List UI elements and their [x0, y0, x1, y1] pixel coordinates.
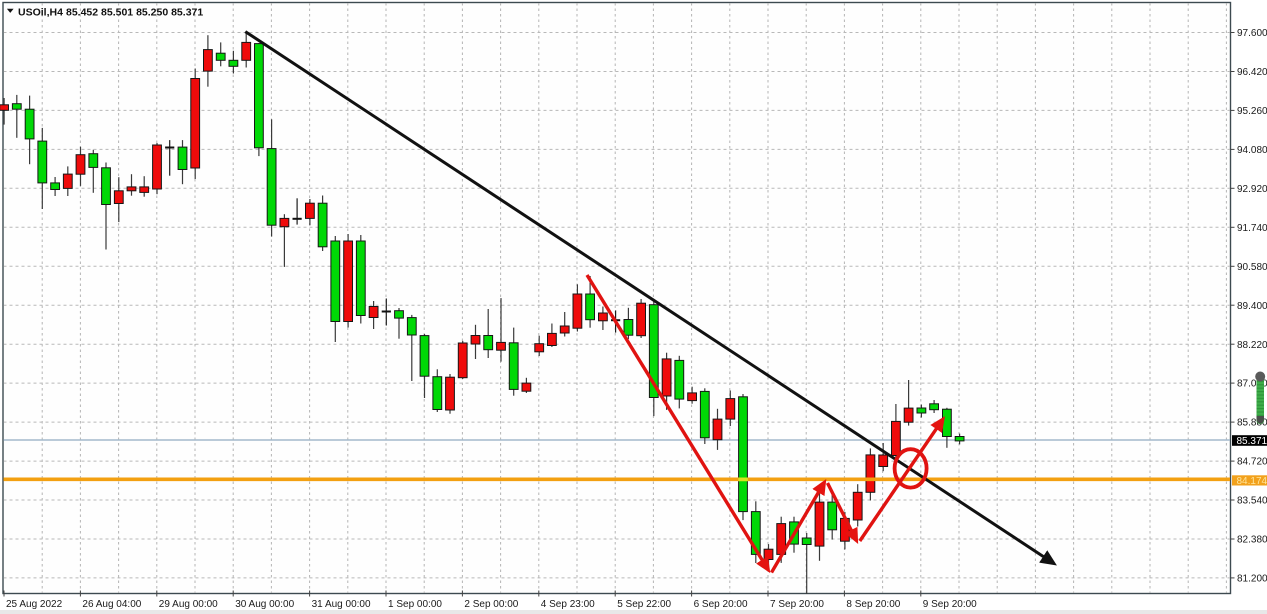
svg-text:31 Aug 00:00: 31 Aug 00:00 — [312, 599, 371, 610]
svg-text:26 Aug 04:00: 26 Aug 04:00 — [82, 599, 141, 610]
svg-text:91.740: 91.740 — [1237, 223, 1267, 234]
svg-text:30 Aug 00:00: 30 Aug 00:00 — [235, 599, 294, 610]
svg-text:97.600: 97.600 — [1237, 28, 1267, 39]
svg-text:6 Sep 20:00: 6 Sep 20:00 — [694, 599, 748, 610]
svg-text:94.080: 94.080 — [1237, 145, 1267, 156]
svg-text:USOil,H4: USOil,H4 — [18, 6, 63, 18]
svg-text:4 Sep 23:00: 4 Sep 23:00 — [541, 599, 595, 610]
svg-text:29 Aug 00:00: 29 Aug 00:00 — [159, 599, 218, 610]
svg-text:81.200: 81.200 — [1237, 574, 1267, 585]
svg-text:2 Sep 00:00: 2 Sep 00:00 — [464, 599, 518, 610]
svg-text:5 Sep 22:00: 5 Sep 22:00 — [617, 599, 671, 610]
svg-text:25 Aug 2022: 25 Aug 2022 — [6, 599, 63, 610]
svg-text:83.540: 83.540 — [1237, 496, 1267, 507]
svg-text:89.400: 89.400 — [1237, 301, 1267, 312]
svg-text:85.371: 85.371 — [1237, 436, 1267, 447]
svg-text:87.060: 87.060 — [1237, 379, 1267, 390]
svg-text:95.260: 95.260 — [1237, 106, 1267, 117]
svg-text:96.420: 96.420 — [1237, 67, 1267, 78]
svg-text:84.174: 84.174 — [1237, 476, 1267, 487]
svg-text:7 Sep 20:00: 7 Sep 20:00 — [770, 599, 824, 610]
svg-text:84.720: 84.720 — [1237, 457, 1267, 468]
svg-text:85.452 85.501 85.250 85.371: 85.452 85.501 85.250 85.371 — [66, 6, 203, 18]
svg-text:8 Sep 20:00: 8 Sep 20:00 — [846, 599, 900, 610]
svg-text:90.580: 90.580 — [1237, 262, 1267, 273]
svg-text:82.380: 82.380 — [1237, 535, 1267, 546]
svg-text:92.920: 92.920 — [1237, 184, 1267, 195]
svg-text:85.880: 85.880 — [1237, 418, 1267, 429]
svg-text:1 Sep 00:00: 1 Sep 00:00 — [388, 599, 442, 610]
svg-text:88.220: 88.220 — [1237, 340, 1267, 351]
svg-text:9 Sep 20:00: 9 Sep 20:00 — [923, 599, 977, 610]
